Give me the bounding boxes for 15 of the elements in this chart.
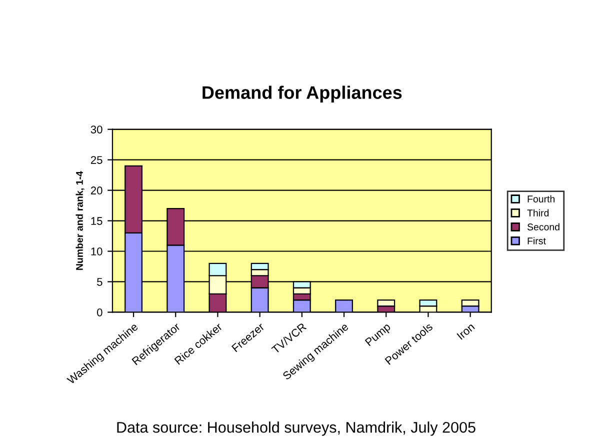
y-tick-label: 10 [91,248,102,256]
legend-label: Third [527,209,549,216]
legend-label: Second [527,223,560,230]
y-tick-label: 15 [91,217,102,225]
y-tick-label: 0 [97,308,102,316]
x-tick-label: Iron [456,322,476,340]
legend-label: Fourth [528,195,554,202]
source-note: Data source: Household surveys, Namdrik, July 2005 [117,422,476,436]
y-tick-label: 25 [90,156,102,164]
y-tick-label: 5 [97,278,102,286]
y-tick-label: 20 [90,186,102,194]
y-axis-title: Number and rank, 1-4 [76,171,84,270]
legend-label: First [528,237,546,244]
chart-title: Demand for Appliances [202,86,402,103]
y-tick-label: 30 [90,126,102,134]
